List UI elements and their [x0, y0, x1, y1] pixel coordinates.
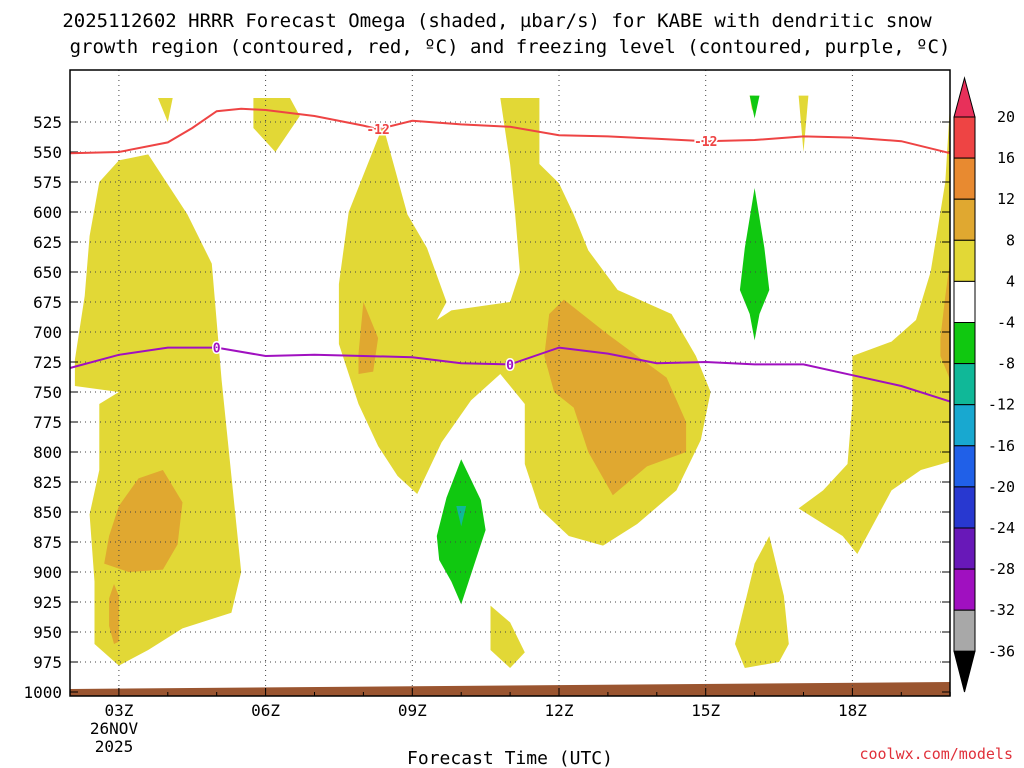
x-axis-label: Forecast Time (UTC) [407, 748, 613, 768]
x-tick-label: 06Z [251, 701, 280, 720]
colorbar-tick-label: -20 [988, 478, 1015, 496]
colorbar-tick-label: 4 [1006, 272, 1015, 290]
omega-region [490, 605, 525, 668]
colorbar-tick-label: -8 [997, 355, 1015, 373]
colorbar-swatch [953, 363, 976, 406]
y-tick-label: 975 [33, 653, 62, 672]
omega-region [735, 536, 789, 668]
y-tick-label: 675 [33, 293, 62, 312]
y-tick-label: 850 [33, 503, 62, 522]
omega-region [74, 154, 242, 666]
colorbar-tick-label: -12 [988, 396, 1015, 414]
colorbar-tick-label: -28 [988, 560, 1015, 578]
y-tick-label: 825 [33, 473, 62, 492]
omega-region [338, 98, 711, 546]
colorbar-swatch [953, 568, 976, 611]
contour-label: 0 [506, 358, 514, 373]
freezing-level-contour-line [69, 346, 951, 403]
colorbar-tick-label: 20 [997, 108, 1015, 126]
y-tick-label: 800 [33, 443, 62, 462]
y-tick-label: 900 [33, 563, 62, 582]
omega-region [798, 95, 809, 152]
date-label-year: 2025 [95, 737, 134, 756]
x-tick-label: 03Z [104, 701, 133, 720]
colorbar-swatch [953, 486, 976, 529]
x-tick-label: 18Z [838, 701, 867, 720]
y-tick-label: 775 [33, 413, 62, 432]
colorbar-tick-label: -16 [988, 437, 1015, 455]
dendritic-growth-contour-line [69, 107, 951, 155]
contour-label: -12 [694, 135, 717, 150]
colorbar-bottom-arrow [953, 650, 976, 693]
omega-region [798, 104, 950, 554]
omega-region [544, 299, 687, 496]
colorbar-tick-label: 12 [997, 190, 1015, 208]
chart-title-line-1: 2025112602 HRRR Forecast Omega (shaded, … [62, 10, 932, 32]
omega-region [162, 363, 198, 467]
date-label-day: 26NOV [90, 719, 139, 738]
colorbar-swatch [953, 157, 976, 200]
omega-region [104, 470, 183, 572]
colorbar-swatch [953, 404, 976, 447]
y-tick-label: 750 [33, 383, 62, 402]
omega-region [253, 98, 300, 152]
colorbar-swatch [953, 609, 976, 652]
x-tick-label: 12Z [545, 701, 574, 720]
omega-region [109, 584, 119, 644]
omega-shading [74, 95, 950, 668]
colorbar-tick-label: 8 [1006, 231, 1015, 249]
omega-region [158, 98, 173, 122]
contour-label: 0 [213, 342, 221, 357]
omega-region [456, 506, 467, 527]
y-tick-label: 525 [33, 113, 62, 132]
grid: 525 550 575 600 625 650 675 700 725 750 775 800 825 8… [23, 70, 951, 720]
colorbar-tick-label: 16 [997, 149, 1015, 167]
colorbar-tick-label: -4 [997, 314, 1015, 332]
freezing-level-contour: 00 [69, 340, 951, 403]
colorbar-swatch [953, 527, 976, 570]
colorbar-swatch [953, 116, 976, 159]
terrain-ground [70, 682, 950, 696]
credit-link[interactable]: coolwx.com/models [859, 745, 1013, 763]
chart-title-line-2: growth region (contoured, red, ºC) and f… [70, 36, 951, 58]
x-tick-label: 15Z [691, 701, 720, 720]
plot-area: 525 550 575 600 625 650 675 700 725 750 775 800 825 8… [23, 69, 951, 720]
y-tick-label: 875 [33, 533, 62, 552]
colorbar-swatch [953, 239, 976, 282]
y-tick-label: 700 [33, 323, 62, 342]
y-tick-label: 625 [33, 233, 62, 252]
colorbar-swatch [953, 445, 976, 488]
colorbar-tick-label: -36 [988, 642, 1015, 660]
y-tick-label: 650 [33, 263, 62, 282]
y-tick-label: 1000 [23, 683, 62, 702]
colorbar: 20 16 12 8 4 -4 -8 -12 -16 -20 -24 -28 -32 -36 [953, 76, 1015, 693]
colorbar-swatch [953, 322, 976, 365]
y-tick-label: 725 [33, 353, 62, 372]
y-tick-label: 925 [33, 593, 62, 612]
omega-region [739, 188, 770, 341]
contour-label: -12 [366, 123, 389, 138]
plot-frame [69, 69, 951, 697]
y-tick-label: 950 [33, 623, 62, 642]
colorbar-tick-label: -24 [988, 519, 1015, 537]
omega-region [436, 459, 486, 605]
dendritic-growth-contour: -12 -12 [69, 107, 951, 155]
omega-region [749, 95, 760, 119]
x-tick-label: 09Z [398, 701, 427, 720]
y-tick-label: 550 [33, 143, 62, 162]
omega-region [940, 261, 950, 380]
y-tick-label: 600 [33, 203, 62, 222]
colorbar-tick-label: -32 [988, 601, 1015, 619]
colorbar-swatch [953, 280, 976, 323]
y-tick-label: 575 [33, 173, 62, 192]
colorbar-swatch [953, 198, 976, 241]
colorbar-top-arrow [953, 76, 976, 118]
